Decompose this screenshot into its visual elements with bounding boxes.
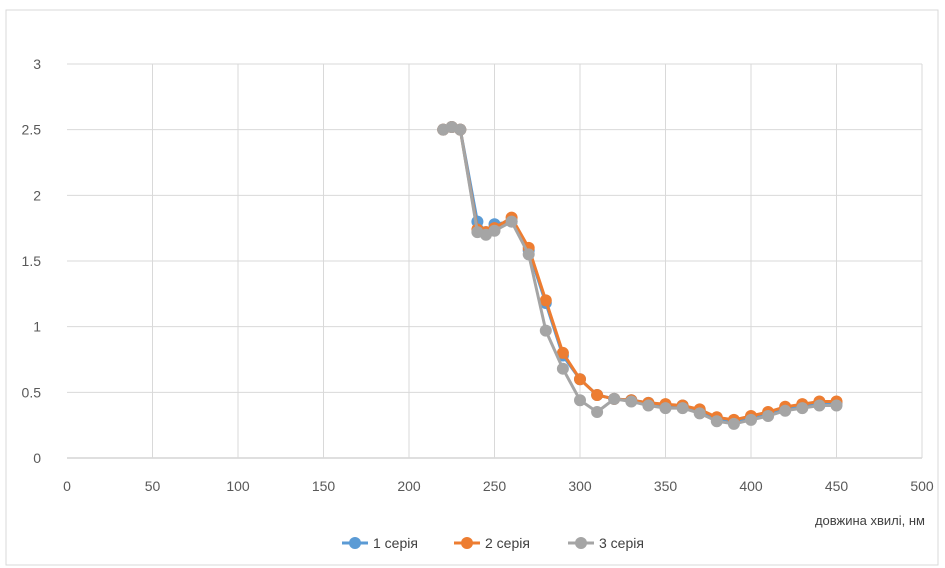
y-tick-label: 2 <box>33 187 41 203</box>
data-point <box>505 215 518 228</box>
x-tick-label: 400 <box>739 478 763 494</box>
y-tick-label: 1.5 <box>22 253 42 269</box>
data-point <box>727 417 740 430</box>
data-point <box>813 399 826 412</box>
legend-marker <box>575 537 587 549</box>
data-point <box>454 123 467 136</box>
data-point <box>608 392 621 405</box>
data-point <box>591 388 604 401</box>
data-point <box>642 399 655 412</box>
data-point <box>539 324 552 337</box>
data-point <box>676 402 689 415</box>
legend: 1 серія 2 серія 3 серія <box>342 535 644 551</box>
data-point <box>693 407 706 420</box>
x-tick-label: 500 <box>910 478 934 494</box>
y-tick-label: 0 <box>33 450 41 466</box>
x-tick-label: 250 <box>483 478 507 494</box>
x-tick-label: 300 <box>568 478 592 494</box>
data-series <box>437 121 843 430</box>
y-tick-label: 1 <box>33 319 41 335</box>
legend-marker <box>349 537 361 549</box>
x-tick-label: 0 <box>63 478 71 494</box>
legend-marker <box>461 537 473 549</box>
data-point <box>556 346 569 359</box>
legend-item-2: 2 серія <box>454 535 530 551</box>
y-axis-ticks: 0 0.5 1 1.5 2 2.5 3 <box>22 56 42 466</box>
x-axis-ticks: 0 50 100 150 200 250 300 350 400 450 500 <box>63 478 934 494</box>
x-tick-label: 200 <box>397 478 421 494</box>
data-point <box>574 373 586 386</box>
y-tick-label: 2.5 <box>22 122 42 138</box>
data-point <box>591 406 604 419</box>
data-point <box>710 415 723 428</box>
legend-label: 1 серія <box>373 535 418 551</box>
series-3 <box>437 121 843 430</box>
data-point <box>539 294 552 307</box>
y-tick-label: 0.5 <box>22 384 42 400</box>
data-point <box>574 394 586 407</box>
chart-border <box>5 9 939 566</box>
data-point <box>745 413 757 426</box>
x-tick-label: 350 <box>654 478 678 494</box>
data-point <box>556 362 569 375</box>
data-point <box>830 399 843 412</box>
data-point <box>625 395 638 408</box>
data-point <box>796 402 809 415</box>
gridlines <box>67 63 923 459</box>
legend-label: 3 серія <box>599 535 644 551</box>
legend-label: 2 серія <box>485 535 530 551</box>
data-point <box>522 248 535 261</box>
data-point <box>488 224 501 237</box>
x-tick-label: 100 <box>226 478 250 494</box>
x-tick-label: 150 <box>312 478 336 494</box>
x-axis-title: довжина хвилі, нм <box>815 513 925 528</box>
data-point <box>762 409 775 422</box>
x-tick-label: 450 <box>825 478 849 494</box>
y-tick-label: 3 <box>33 56 41 72</box>
legend-item-3: 3 серія <box>568 535 644 551</box>
data-point <box>659 402 672 415</box>
x-tick-label: 50 <box>145 478 161 494</box>
legend-item-1: 1 серія <box>342 535 418 551</box>
data-point <box>779 404 792 417</box>
